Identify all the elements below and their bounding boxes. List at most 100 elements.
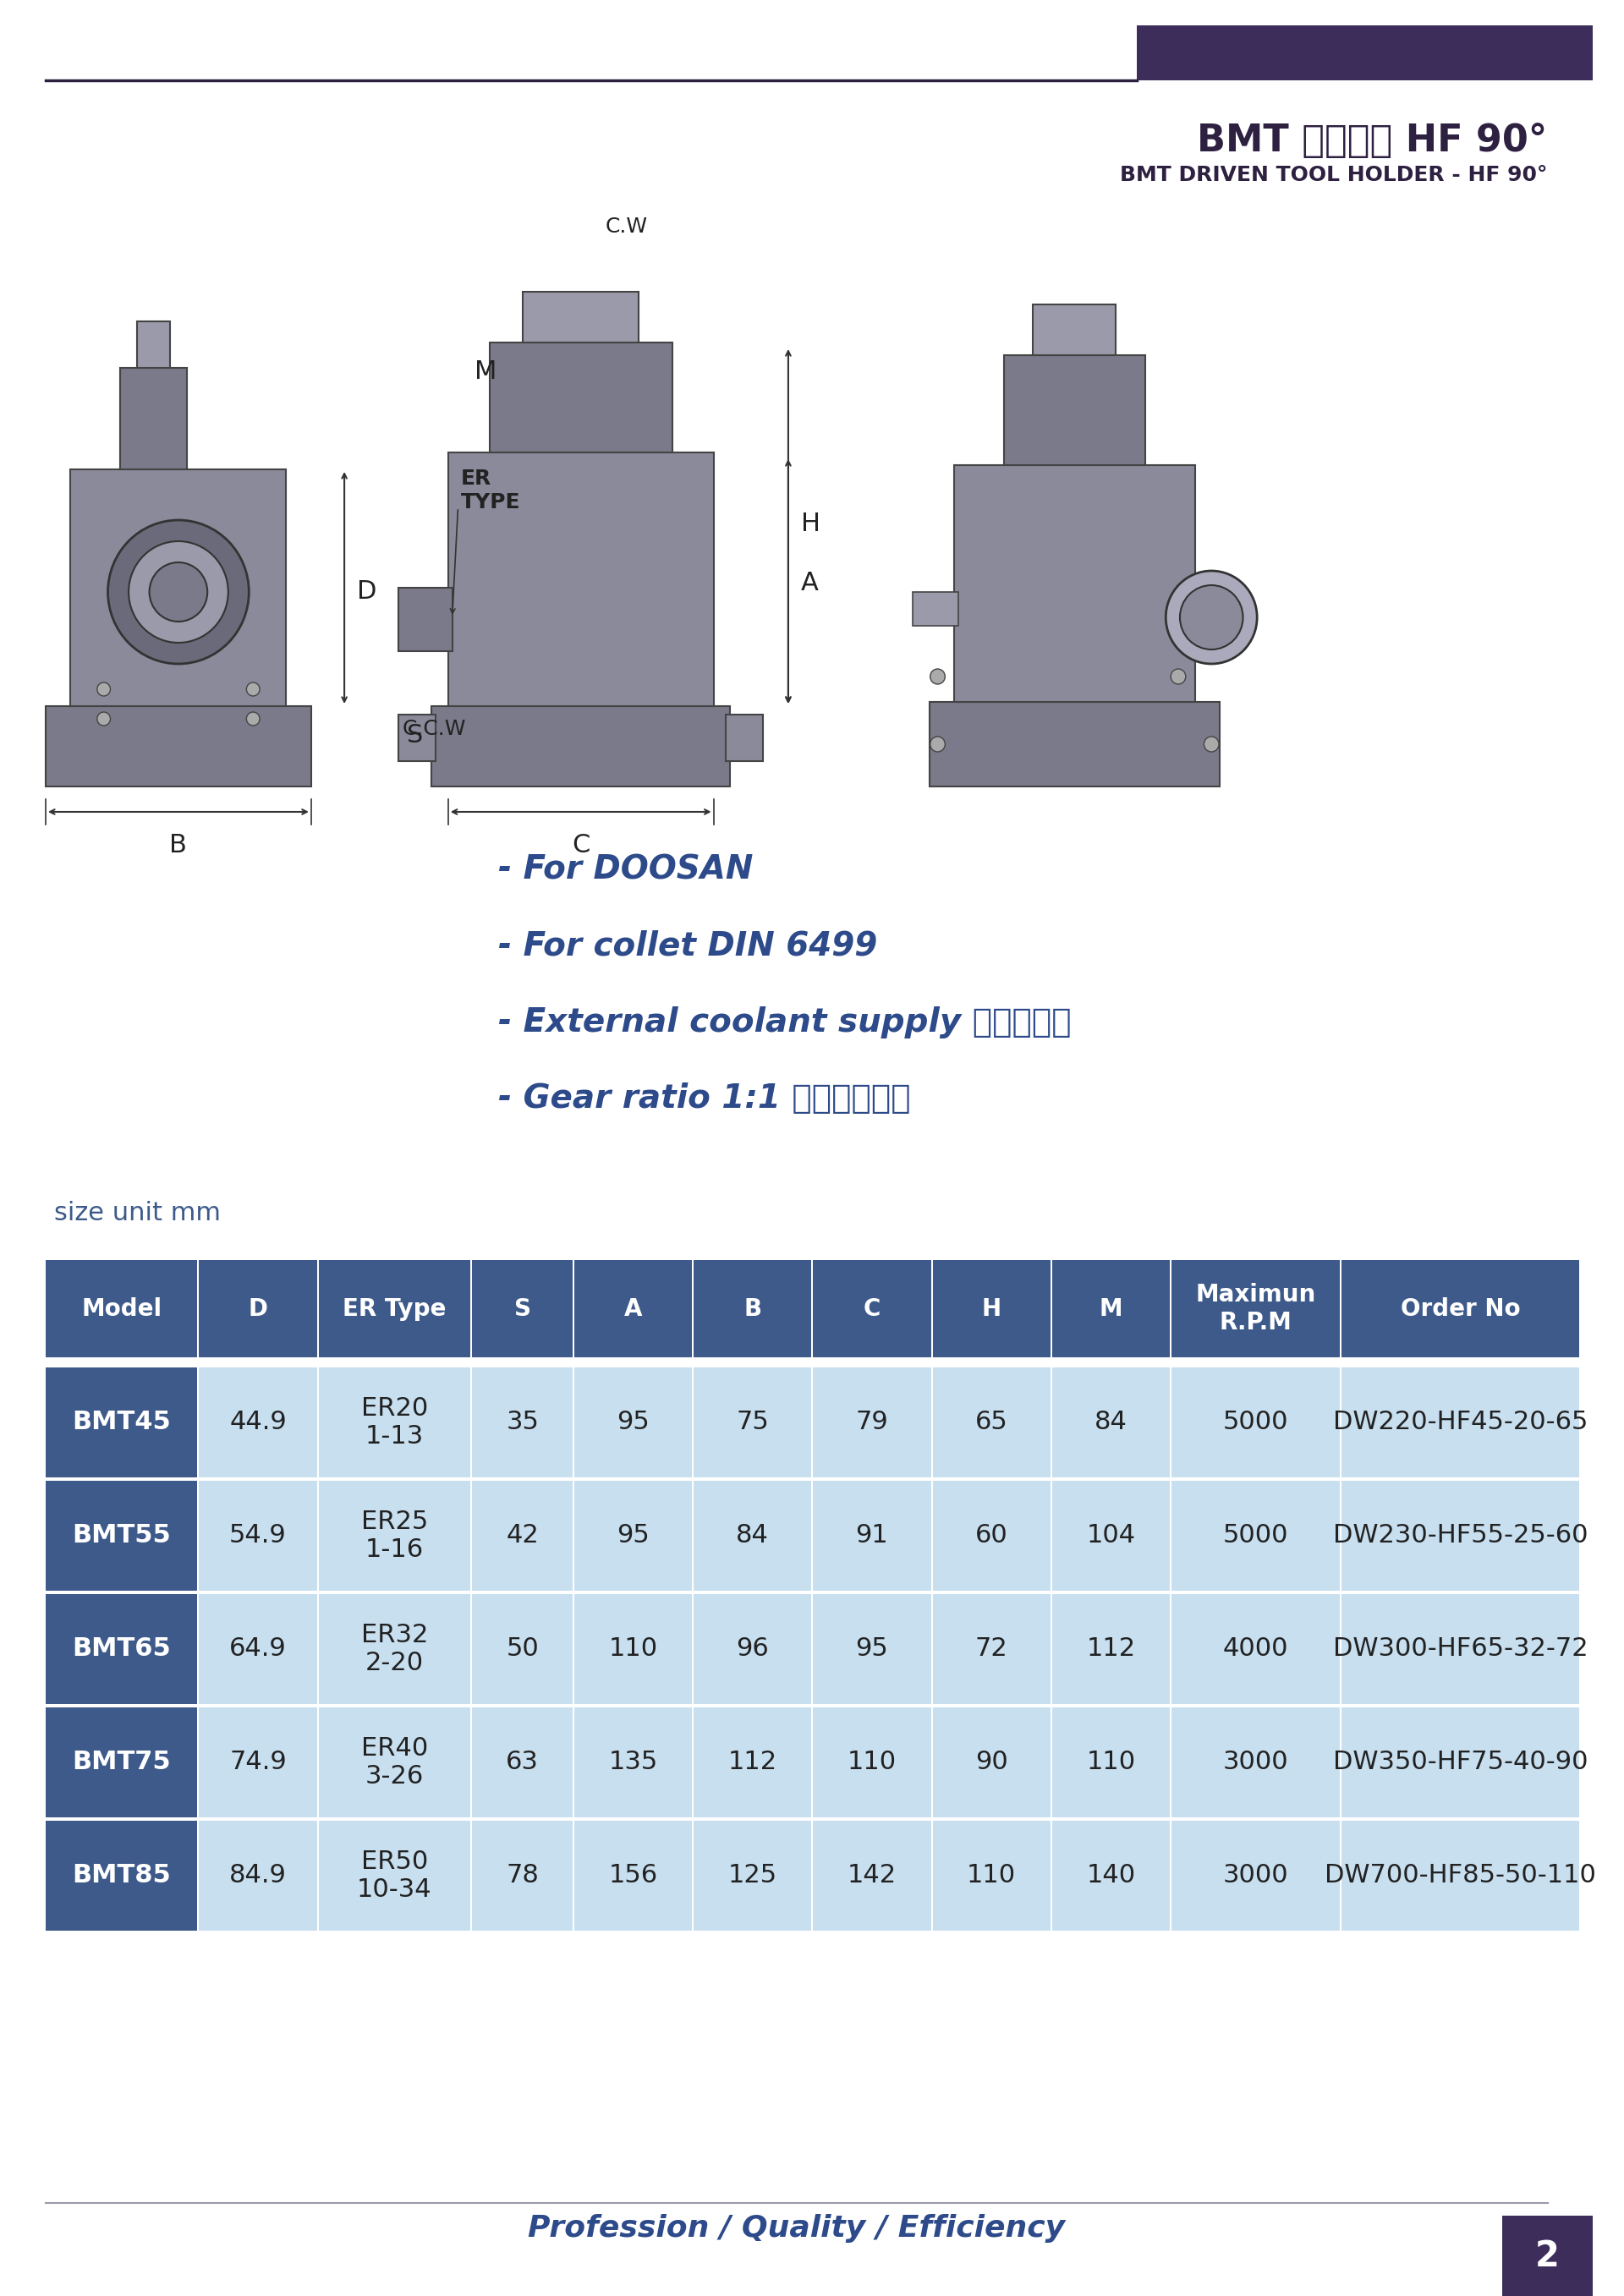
- Bar: [473, 1821, 573, 1931]
- Text: Maximun
R.P.M: Maximun R.P.M: [1195, 1283, 1315, 1334]
- Bar: [693, 1368, 812, 1476]
- Bar: [1502, 2216, 1593, 2296]
- Text: Model: Model: [81, 1297, 162, 1320]
- Bar: [200, 1261, 317, 1357]
- Bar: [932, 1708, 1051, 1818]
- Text: 96: 96: [736, 1637, 770, 1662]
- Text: DW300-HF65-32-72: DW300-HF65-32-72: [1333, 1637, 1588, 1662]
- Text: 125: 125: [728, 1864, 778, 1887]
- Bar: [575, 1368, 692, 1476]
- Bar: [1052, 1261, 1169, 1357]
- Bar: [932, 1821, 1051, 1931]
- Text: 110: 110: [966, 1864, 1017, 1887]
- Text: 60: 60: [974, 1525, 1009, 1548]
- Text: 90: 90: [974, 1750, 1009, 1775]
- Bar: [913, 592, 958, 627]
- Text: B: B: [169, 833, 187, 856]
- Text: 112: 112: [728, 1750, 778, 1775]
- Text: BMT75: BMT75: [71, 1750, 171, 1775]
- Text: 50: 50: [507, 1637, 539, 1662]
- Bar: [1137, 25, 1593, 80]
- Text: 95: 95: [617, 1410, 650, 1435]
- Bar: [1341, 1261, 1579, 1357]
- Bar: [1341, 1821, 1579, 1931]
- Text: 156: 156: [609, 1864, 658, 1887]
- Bar: [575, 1821, 692, 1931]
- Text: S: S: [513, 1297, 531, 1320]
- Text: 78: 78: [507, 1864, 539, 1887]
- Text: 4000: 4000: [1223, 1637, 1288, 1662]
- Text: DW700-HF85-50-110: DW700-HF85-50-110: [1325, 1864, 1596, 1887]
- Bar: [1052, 1481, 1169, 1591]
- Text: H: H: [801, 512, 820, 537]
- Text: 91: 91: [856, 1525, 888, 1548]
- Bar: [1052, 1593, 1169, 1704]
- Text: 3000: 3000: [1223, 1750, 1288, 1775]
- Bar: [814, 1593, 931, 1704]
- Bar: [45, 1368, 198, 1476]
- Circle shape: [247, 712, 260, 726]
- Circle shape: [1181, 585, 1242, 650]
- Text: 54.9: 54.9: [229, 1525, 287, 1548]
- Text: C: C: [572, 833, 590, 856]
- Text: 74.9: 74.9: [229, 1750, 287, 1775]
- Text: BMT85: BMT85: [71, 1864, 171, 1887]
- Text: B: B: [744, 1297, 762, 1320]
- Bar: [932, 1593, 1051, 1704]
- Bar: [955, 466, 1195, 703]
- Bar: [45, 1708, 198, 1818]
- Text: ER40
3-26: ER40 3-26: [361, 1736, 429, 1789]
- Bar: [318, 1821, 471, 1931]
- Text: - External coolant supply （外出水）: - External coolant supply （外出水）: [499, 1006, 1070, 1038]
- Text: ER Type: ER Type: [343, 1297, 447, 1320]
- Bar: [1171, 1593, 1340, 1704]
- Bar: [318, 1368, 471, 1476]
- Circle shape: [247, 682, 260, 696]
- Circle shape: [149, 563, 208, 622]
- Bar: [200, 1593, 317, 1704]
- Text: ER50
10-34: ER50 10-34: [357, 1848, 432, 1901]
- Bar: [1052, 1368, 1169, 1476]
- Text: 110: 110: [848, 1750, 896, 1775]
- Text: H: H: [981, 1297, 1000, 1320]
- Text: 35: 35: [507, 1410, 539, 1435]
- Text: Profession / Quality / Efficiency: Profession / Quality / Efficiency: [528, 2213, 1065, 2243]
- Bar: [1052, 1708, 1169, 1818]
- Bar: [1341, 1593, 1579, 1704]
- Text: 75: 75: [736, 1410, 770, 1435]
- Bar: [814, 1261, 931, 1357]
- Bar: [70, 468, 286, 707]
- Bar: [1171, 1368, 1340, 1476]
- Text: C.C.W: C.C.W: [403, 719, 466, 739]
- Text: BMT55: BMT55: [71, 1525, 171, 1548]
- Text: DW350-HF75-40-90: DW350-HF75-40-90: [1333, 1750, 1588, 1775]
- Bar: [523, 292, 638, 342]
- Bar: [1033, 305, 1116, 356]
- Text: D: D: [357, 579, 377, 604]
- Circle shape: [1166, 572, 1257, 664]
- Circle shape: [128, 542, 229, 643]
- Text: BMT45: BMT45: [71, 1410, 171, 1435]
- Text: M: M: [474, 360, 497, 383]
- Text: C.W: C.W: [606, 216, 648, 236]
- Bar: [473, 1481, 573, 1591]
- Text: 84: 84: [736, 1525, 770, 1548]
- Text: 95: 95: [617, 1525, 650, 1548]
- Bar: [1052, 1821, 1169, 1931]
- Text: M: M: [1099, 1297, 1122, 1320]
- Text: DW230-HF55-25-60: DW230-HF55-25-60: [1333, 1525, 1588, 1548]
- Bar: [693, 1481, 812, 1591]
- Bar: [398, 714, 435, 760]
- Text: ER25
1-16: ER25 1-16: [361, 1508, 429, 1561]
- Bar: [200, 1708, 317, 1818]
- Bar: [932, 1368, 1051, 1476]
- Bar: [693, 1708, 812, 1818]
- Bar: [398, 588, 451, 652]
- Bar: [929, 703, 1220, 788]
- Bar: [1171, 1821, 1340, 1931]
- Bar: [693, 1593, 812, 1704]
- Text: ER32
2-20: ER32 2-20: [361, 1623, 429, 1676]
- Bar: [45, 1481, 198, 1591]
- Text: BMT 動力刀座 HF 90°: BMT 動力刀座 HF 90°: [1197, 122, 1548, 158]
- Bar: [120, 367, 187, 468]
